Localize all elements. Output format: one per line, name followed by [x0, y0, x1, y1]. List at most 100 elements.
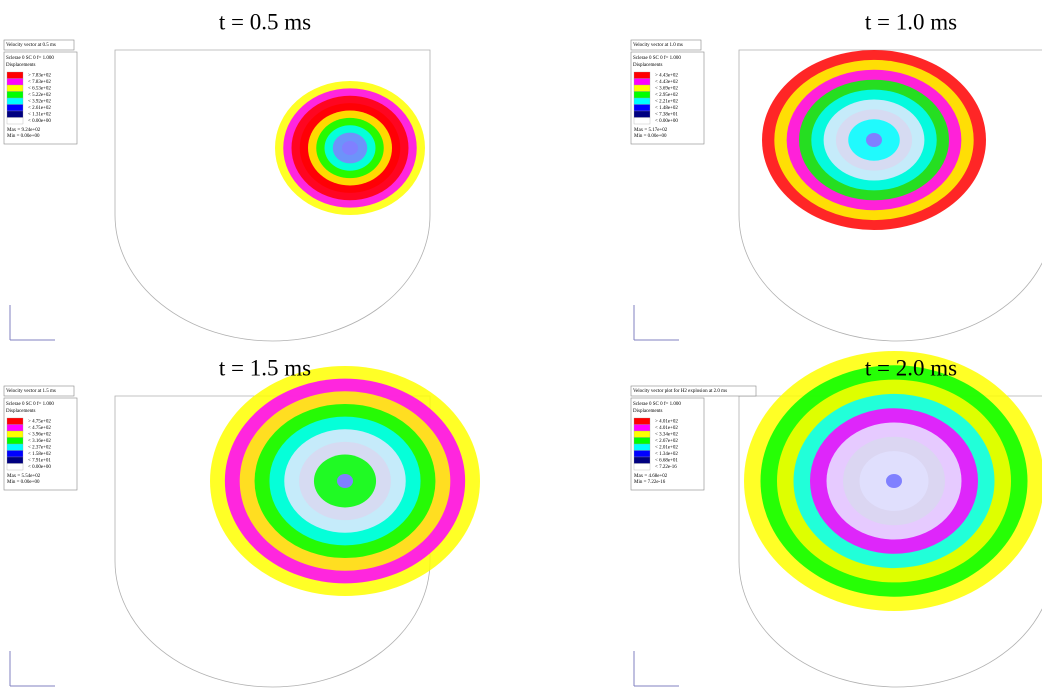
- legend-level: < 2.67e+02: [655, 439, 678, 444]
- panel-title: t = 1.5 ms: [219, 355, 311, 380]
- panel-title: t = 0.5 ms: [219, 9, 311, 34]
- legend-swatch: [6, 417, 24, 425]
- legend-subheading: Sclerae 0 SC 0 f= 1.000: [6, 402, 54, 407]
- legend-level: < 0.00e+00: [655, 119, 678, 124]
- panel-title: t = 1.0 ms: [865, 9, 957, 34]
- legend-level: > 7.83e+02: [28, 73, 51, 78]
- legend-swatch: [6, 71, 24, 79]
- legend-heading-box: [3, 385, 75, 397]
- core: [342, 141, 358, 155]
- legend-level: < 2.01e+02: [655, 445, 678, 450]
- legend-swatch: [6, 437, 24, 445]
- legend-level: < 1.48e+02: [655, 106, 678, 111]
- legend-swatch: [633, 463, 651, 471]
- legend-heading: Velocity vector plot for H2 explosion at…: [633, 389, 727, 394]
- legend-heading-box: [630, 385, 757, 397]
- legend-swatch: [633, 91, 651, 99]
- legend-level: < 0.00e+00: [28, 119, 51, 124]
- legend-level: < 0.00e+00: [28, 465, 51, 470]
- legend-level: < 2.37e+02: [28, 445, 51, 450]
- legend-max: Max = 4.68e+02: [634, 474, 668, 479]
- legend-quantity: Displacements: [633, 63, 662, 68]
- legend-level: < 2.95e+02: [655, 93, 678, 98]
- panel: t = 2.0 ms Velocity vector plot for H2 ex…: [630, 351, 1042, 688]
- legend-min: Min = 0.00e+00: [7, 134, 40, 139]
- legend-swatch: [633, 443, 651, 451]
- legend-swatch: [6, 84, 24, 92]
- legend-swatch: [633, 71, 651, 79]
- legend-level: < 7.38e+01: [655, 112, 678, 117]
- legend-swatch: [633, 104, 651, 112]
- plot-area: [738, 49, 1042, 342]
- legend-level: > 4.75e+02: [28, 419, 51, 424]
- panel: t = 1.5 ms Velocity vector at 1.5 ms Scler…: [3, 355, 480, 688]
- legend-swatch: [633, 417, 651, 425]
- domain-outline: [738, 49, 1042, 342]
- legend-level: < 3.69e+02: [655, 86, 678, 91]
- core: [866, 133, 882, 147]
- legend-max: Max = 5.17e+02: [634, 128, 668, 133]
- legend-swatch: [6, 424, 24, 432]
- legend-quantity: Displacements: [6, 409, 35, 414]
- legend-swatch: [6, 443, 24, 451]
- legend-level: < 7.83e+02: [28, 80, 51, 85]
- domain-outline: [114, 395, 431, 688]
- panel: t = 1.0 ms Velocity vector at 1.0 ms Scler…: [630, 9, 1042, 342]
- legend-level: < 2.21e+02: [655, 99, 678, 104]
- legend-swatch: [6, 117, 24, 125]
- legend-level: < 4.01e+02: [655, 426, 678, 431]
- legend-subheading: Sclerae 0 SC 0 f= 1.000: [633, 402, 681, 407]
- legend-swatch: [6, 97, 24, 105]
- legend-swatch: [633, 117, 651, 125]
- legend-level: < 1.31e+02: [28, 112, 51, 117]
- core: [886, 474, 902, 488]
- legend-level: < 6.68e+01: [655, 458, 678, 463]
- domain-outline: [114, 49, 431, 342]
- legend-level: < 4.75e+02: [28, 426, 51, 431]
- legend-swatch: [633, 110, 651, 118]
- legend-quantity: Displacements: [633, 409, 662, 414]
- legend-swatch: [633, 450, 651, 458]
- legend-swatch: [6, 78, 24, 86]
- legend-level: < 3.16e+02: [28, 439, 51, 444]
- core: [337, 474, 353, 488]
- legend-level: < 5.22e+02: [28, 93, 51, 98]
- legend-level: < 3.92e+02: [28, 99, 51, 104]
- legend-heading: Velocity vector at 1.0 ms: [633, 43, 683, 48]
- plot-area: [114, 366, 480, 688]
- plot-area: [738, 351, 1042, 688]
- legend-swatch: [6, 463, 24, 471]
- plot-area: [114, 49, 431, 342]
- legend-heading: Velocity vector at 0.5 ms: [6, 43, 56, 48]
- legend-min: Min = 7.22e-16: [634, 480, 666, 485]
- axis-triad: [633, 651, 679, 687]
- legend-swatch: [633, 78, 651, 86]
- legend-level: < 4.43e+02: [655, 80, 678, 85]
- legend-level: > 4.01e+02: [655, 419, 678, 424]
- domain-outline: [738, 395, 1042, 688]
- legend-heading-box: [630, 39, 702, 51]
- legend-level: < 3.96e+02: [28, 432, 51, 437]
- axis-triad: [633, 305, 679, 341]
- legend-swatch: [6, 450, 24, 458]
- legend-swatch: [633, 97, 651, 105]
- legend-swatch: [633, 84, 651, 92]
- legend-swatch: [633, 456, 651, 464]
- legend-level: < 6.53e+02: [28, 86, 51, 91]
- panel: t = 0.5 ms Velocity vector at 0.5 ms Scler…: [3, 9, 431, 342]
- legend-level: < 2.61e+02: [28, 106, 51, 111]
- axis-triad: [9, 305, 55, 341]
- legend-swatch: [6, 430, 24, 438]
- legend-heading: Velocity vector at 1.5 ms: [6, 389, 56, 394]
- legend-level: < 7.22e-16: [655, 465, 677, 470]
- panel-title: t = 2.0 ms: [865, 355, 957, 380]
- legend-quantity: Displacements: [6, 63, 35, 68]
- axis-triad: [9, 651, 55, 687]
- legend-min: Min = 0.00e+00: [634, 134, 667, 139]
- legend-subheading: Sclerae 0 SC 0 f= 1.000: [633, 56, 681, 61]
- legend-swatch: [6, 91, 24, 99]
- legend-swatch: [6, 104, 24, 112]
- legend-level: > 4.43e+02: [655, 73, 678, 78]
- legend-subheading: Sclerae 0 SC 0 f= 1.000: [6, 56, 54, 61]
- legend-swatch: [633, 437, 651, 445]
